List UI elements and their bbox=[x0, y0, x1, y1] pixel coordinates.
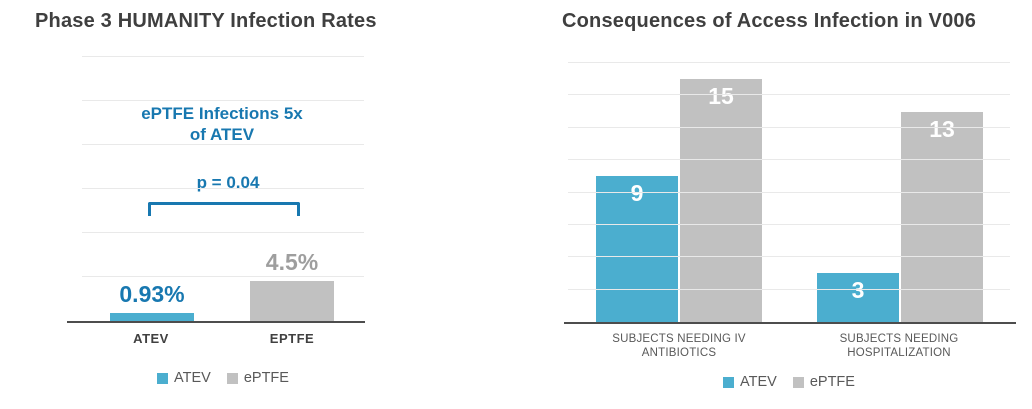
gridline bbox=[568, 191, 1010, 193]
gridline bbox=[82, 188, 364, 189]
gridline bbox=[568, 62, 1010, 63]
bar-atev bbox=[110, 312, 194, 321]
atev-swatch-icon bbox=[157, 372, 169, 384]
right-legend: ATEV ePTFE bbox=[568, 374, 1010, 390]
bar-value-atev-hosp: 3 bbox=[851, 277, 865, 304]
gridline bbox=[568, 159, 1010, 161]
right-x-axis-line bbox=[564, 322, 1016, 324]
legend-label-atev: ATEV bbox=[174, 370, 211, 386]
annotation-eptfe-5x: ePTFE Infections 5x of ATEV bbox=[102, 103, 342, 145]
gridline bbox=[82, 100, 364, 101]
gridline bbox=[568, 126, 1010, 128]
legend-item-atev: ATEV bbox=[723, 374, 777, 390]
gridline bbox=[82, 144, 364, 145]
legend-item-atev: ATEV bbox=[157, 370, 211, 386]
gridline bbox=[82, 232, 364, 233]
gridline bbox=[82, 56, 364, 57]
category-label-iv-antibiotics: SUBJECTS NEEDING IV ANTIBIOTICS bbox=[612, 333, 746, 359]
significance-bracket bbox=[148, 202, 300, 216]
bar-eptfe-iv-antibiotics: 15 bbox=[680, 79, 762, 322]
gridline bbox=[568, 288, 1010, 290]
right-chart-title: Consequences of Access Infection in V006 bbox=[562, 10, 977, 32]
value-label-eptfe: 4.5% bbox=[265, 249, 319, 276]
left-chart-title: Phase 3 HUMANITY Infection Rates bbox=[35, 10, 377, 32]
legend-item-eptfe: ePTFE bbox=[792, 374, 855, 390]
gridline bbox=[568, 256, 1010, 258]
bar-group-hospitalization: 3 13 bbox=[817, 63, 983, 322]
legend-label-atev: ATEV bbox=[740, 374, 777, 390]
access-infection-chart: Consequences of Access Infection in V006… bbox=[562, 10, 1032, 405]
left-legend: ATEV ePTFE bbox=[82, 370, 364, 386]
bar-group-iv-antibiotics: 9 15 bbox=[596, 63, 762, 322]
annotation-line-1: ePTFE Infections 5x bbox=[141, 104, 303, 123]
bar-atev-iv-antibiotics: 9 bbox=[596, 176, 678, 322]
right-plot-area: 9 15 3 13 bbox=[568, 62, 1010, 322]
x-axis-label-atev: ATEV bbox=[133, 331, 169, 346]
infection-rates-chart: Phase 3 HUMANITY Infection Rates 0.93% 4… bbox=[35, 10, 380, 405]
bar-column-eptfe: 4.5% bbox=[250, 57, 334, 321]
atev-swatch-icon bbox=[723, 376, 735, 388]
value-label-atev: 0.93% bbox=[119, 280, 185, 307]
bar-eptfe bbox=[250, 281, 334, 321]
bar-value-atev-iv: 9 bbox=[630, 180, 644, 207]
legend-label-eptfe: ePTFE bbox=[243, 370, 289, 386]
left-x-axis-line bbox=[67, 321, 365, 323]
gridline bbox=[568, 94, 1010, 96]
bar-value-eptfe-iv: 15 bbox=[708, 83, 734, 110]
legend-item-eptfe: ePTFE bbox=[226, 370, 289, 386]
left-plot-area: 0.93% 4.5% ePTFE Infections 5x of ATEV p… bbox=[82, 56, 364, 321]
annotation-line-2: of ATEV bbox=[189, 125, 255, 144]
bar-column-atev: 0.93% bbox=[110, 57, 194, 321]
gridline bbox=[568, 223, 1010, 225]
bar-eptfe-hospitalization: 13 bbox=[901, 111, 983, 322]
eptfe-swatch-icon bbox=[792, 376, 804, 388]
eptfe-swatch-icon bbox=[226, 372, 238, 384]
bar-atev-hospitalization: 3 bbox=[817, 273, 899, 322]
x-axis-label-eptfe: EPTFE bbox=[269, 331, 315, 346]
legend-label-eptfe: ePTFE bbox=[809, 374, 855, 390]
category-label-hospitalization: SUBJECTS NEEDING HOSPITALIZATION bbox=[839, 333, 959, 359]
p-value-label: p = 0.04 bbox=[196, 173, 260, 192]
bar-value-eptfe-hosp: 13 bbox=[929, 115, 955, 142]
gridline bbox=[82, 276, 364, 277]
